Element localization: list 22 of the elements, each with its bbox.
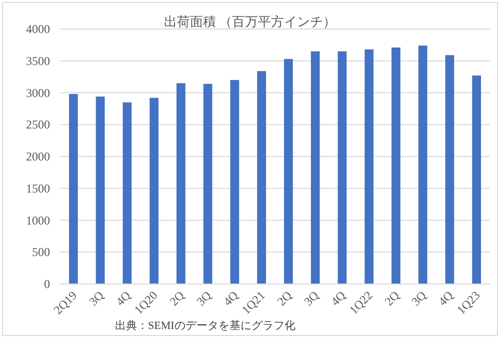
x-tick-label: 4Q: [436, 288, 456, 308]
x-tick-label: 4Q: [220, 288, 242, 308]
y-tick-label: 500: [32, 245, 50, 260]
x-tick-label: 3Q: [86, 288, 107, 308]
y-tick-label: 1000: [26, 213, 50, 228]
x-tick-label: 2Q: [382, 288, 402, 308]
x-tick-label: 3Q: [194, 288, 214, 308]
x-tick-label: 2Q: [274, 288, 295, 308]
annotation: 出典：SEMIのデータを基にグラフ化: [115, 320, 296, 332]
x-tick-label: 2Q: [166, 288, 188, 308]
y-tick-label: 3500: [26, 54, 50, 68]
x-tick-label: 4Q: [328, 288, 349, 308]
y-tick-label: 1500: [26, 181, 50, 196]
x-tick-label: 4Q: [113, 288, 134, 308]
x-tick-label: 3Q: [408, 288, 430, 308]
y-tick-label: 2500: [26, 118, 50, 132]
x-tick-label: 3Q: [301, 288, 322, 308]
title: 出荷面積 （百万平方インチ）: [164, 14, 336, 29]
y-tick-label: 3000: [26, 86, 50, 100]
y-tick-label: 2000: [26, 150, 50, 164]
y-tick-label: 4000: [26, 22, 50, 36]
y-tick-label: 0: [44, 277, 50, 291]
